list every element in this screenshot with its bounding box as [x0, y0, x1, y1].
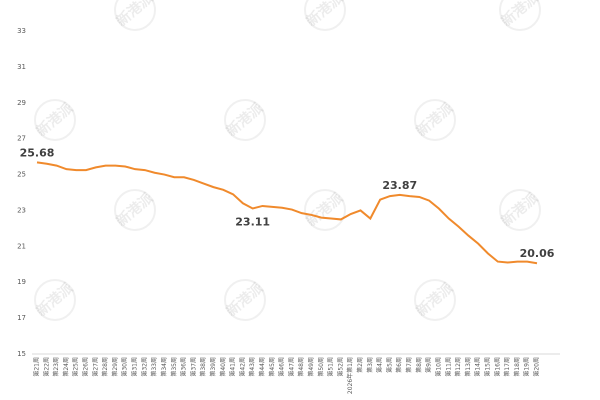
x-tick-label: 第12周	[454, 357, 462, 377]
x-tick-label: 第11周	[444, 357, 452, 377]
watermark-ring	[224, 99, 266, 141]
x-tick-label: 第46周	[278, 357, 286, 377]
y-tick-label: 25	[17, 171, 26, 179]
watermark-ring	[499, 0, 541, 31]
x-tick-label: 第19周	[523, 357, 531, 377]
y-tick-label: 33	[17, 27, 26, 35]
x-tick-label: 第2周	[356, 357, 364, 373]
x-tick-label: 第14周	[474, 357, 482, 377]
x-tick-label: 第29周	[111, 357, 119, 377]
x-tick-label: 第17周	[503, 357, 511, 377]
x-tick-label: 第8周	[415, 357, 423, 373]
x-tick-label: 第40周	[219, 357, 227, 377]
value-label: 23.87	[382, 179, 417, 192]
x-tick-label: 第49周	[307, 357, 315, 377]
x-tick-label: 第6周	[395, 357, 403, 373]
y-tick-label: 31	[17, 63, 26, 71]
x-tick-label: 第24周	[62, 357, 70, 377]
value-label: 23.11	[235, 215, 270, 228]
x-tick-label: 第37周	[189, 357, 197, 377]
x-tick-label: 第48周	[297, 357, 305, 377]
x-tick-label: 第13周	[464, 357, 472, 377]
x-tick-label: 第10周	[434, 357, 442, 377]
y-tick-label: 27	[17, 135, 26, 143]
x-tick-label: 第43周	[248, 357, 256, 377]
x-tick-label: 第18周	[513, 357, 521, 377]
x-tick-label: 第23周	[52, 357, 60, 377]
x-tick-label: 第38周	[199, 357, 207, 377]
value-label: 25.68	[20, 146, 55, 159]
x-tick-label: 第20周	[533, 357, 541, 377]
x-tick-label: 第42周	[238, 357, 246, 377]
x-tick-label: 第52周	[336, 357, 344, 377]
watermark: 新港派	[303, 0, 347, 30]
x-tick-label: 第50周	[317, 357, 325, 377]
x-tick-label: 第7周	[405, 357, 413, 373]
x-tick-label: 第3周	[366, 357, 374, 373]
watermark-ring	[499, 189, 541, 231]
x-tick-label: 第36周	[180, 357, 188, 377]
x-tick-label: 第39周	[209, 357, 217, 377]
x-tick-label: 第22周	[42, 357, 50, 377]
x-tick-label: 第25周	[72, 357, 80, 377]
x-tick-label: 第41周	[229, 357, 237, 377]
line	[36, 161, 538, 265]
y-tick-label: 17	[17, 314, 26, 322]
x-tick-label: 第9周	[425, 357, 433, 373]
y-tick-label: 19	[17, 278, 26, 286]
x-tick-label: 第45周	[268, 357, 276, 377]
x-tick-label: 第31周	[131, 357, 139, 377]
watermark-ring	[224, 279, 266, 321]
watermark-ring	[34, 279, 76, 321]
x-tick-label: 第33周	[150, 357, 158, 377]
y-tick-label: 23	[17, 206, 26, 214]
x-tick-label: 第26周	[82, 357, 90, 377]
watermark-ring	[114, 0, 156, 31]
x-tick-label: 第5周	[385, 357, 393, 373]
x-tick-label: 第30周	[121, 357, 129, 377]
watermark: 新港派	[498, 0, 542, 30]
x-tick-label: 第28周	[101, 357, 109, 377]
x-tick-label: 第51周	[327, 357, 335, 377]
x-tick-label: 第15周	[483, 357, 491, 377]
value-label: 20.06	[520, 247, 555, 260]
watermark-ring	[304, 0, 346, 31]
x-tick-label: 第34周	[160, 357, 168, 377]
x-tick-label: 第21周	[33, 357, 41, 377]
x-tick-label: 第44周	[258, 357, 266, 377]
watermark-ring	[414, 99, 456, 141]
x-tick-label: 第35周	[170, 357, 178, 377]
watermark-ring	[414, 279, 456, 321]
x-tick-label: 第16周	[493, 357, 501, 377]
x-tick-label: 第4周	[376, 357, 384, 373]
watermark-ring	[304, 189, 346, 231]
y-tick-label: 15	[17, 350, 26, 358]
x-tick-label: 第27周	[91, 357, 99, 377]
x-tick-label: 第47周	[287, 357, 295, 377]
x-tick-label: 第32周	[140, 357, 148, 377]
watermark: 新港派	[113, 0, 157, 30]
x-tick-label: 2026年第1周	[346, 357, 354, 394]
watermark-ring	[114, 189, 156, 231]
watermark-ring	[34, 99, 76, 141]
y-tick-label: 21	[17, 242, 26, 250]
y-tick-label: 29	[17, 99, 26, 107]
